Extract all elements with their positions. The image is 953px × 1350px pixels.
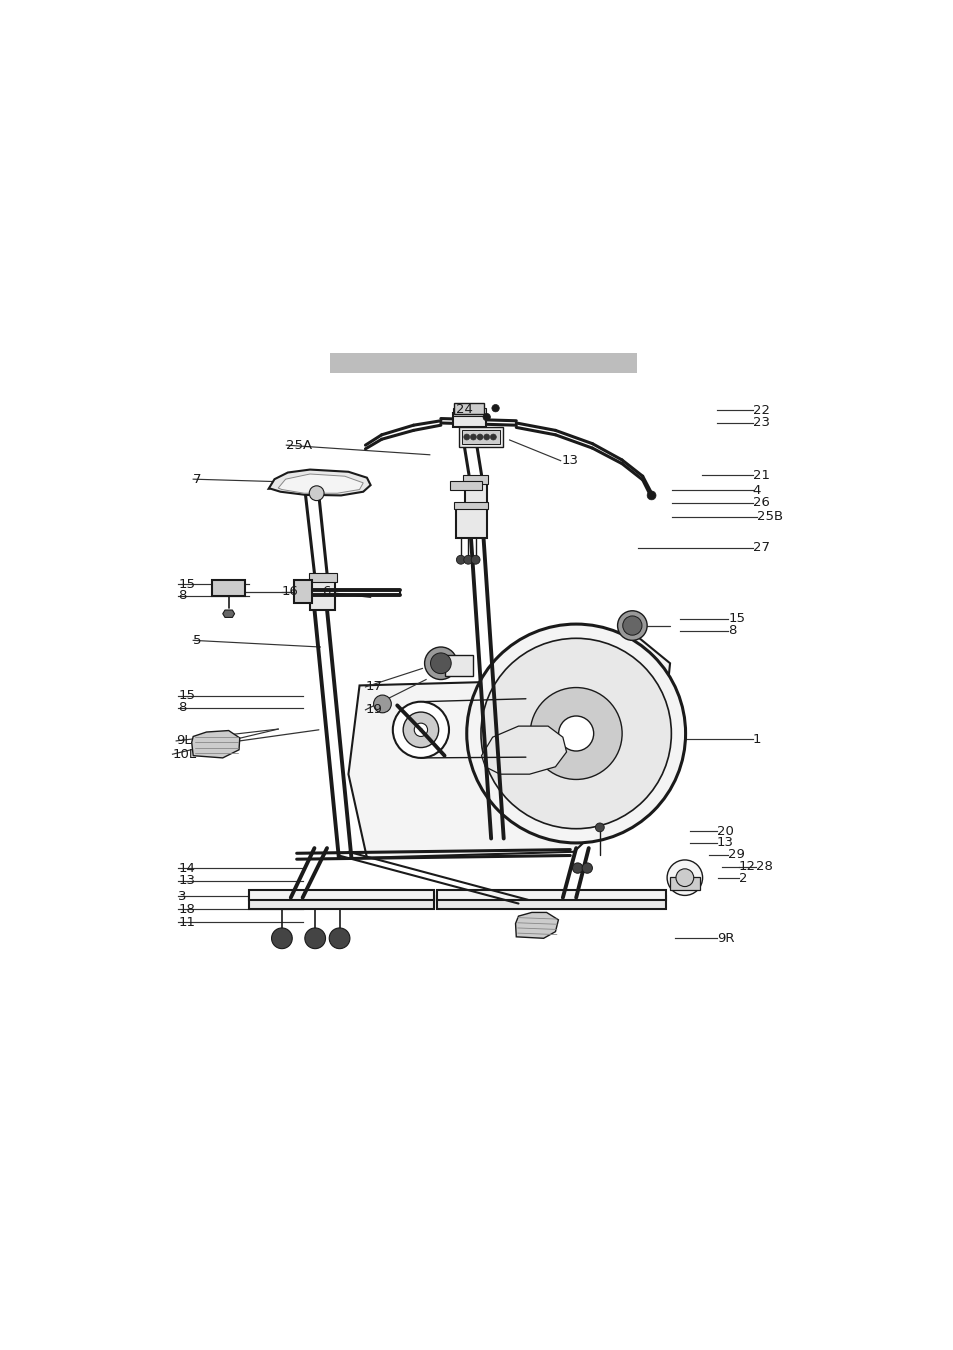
Text: 15: 15	[178, 690, 195, 702]
Circle shape	[581, 863, 592, 873]
Text: 9L: 9L	[176, 734, 192, 748]
Bar	[294, 580, 312, 602]
Circle shape	[482, 413, 490, 421]
Bar	[330, 352, 636, 373]
Text: 9R: 9R	[716, 931, 734, 945]
Bar	[458, 428, 502, 447]
Text: 13: 13	[178, 875, 195, 887]
Circle shape	[530, 687, 621, 779]
Text: 7: 7	[193, 472, 201, 486]
Bar	[456, 508, 486, 537]
Circle shape	[572, 863, 582, 873]
Circle shape	[483, 435, 489, 440]
Text: 8: 8	[178, 590, 187, 602]
Circle shape	[490, 435, 496, 440]
Circle shape	[476, 435, 482, 440]
Polygon shape	[515, 913, 558, 938]
Circle shape	[374, 695, 391, 713]
Text: 27: 27	[752, 541, 769, 555]
Text: 2: 2	[738, 872, 746, 884]
Polygon shape	[269, 470, 370, 495]
Text: 8: 8	[178, 701, 187, 714]
Bar	[436, 896, 665, 910]
Bar	[310, 580, 335, 610]
Text: 13: 13	[560, 454, 578, 467]
Text: 28: 28	[755, 860, 772, 873]
Bar	[669, 878, 699, 890]
Bar	[464, 482, 486, 510]
Bar	[454, 502, 488, 509]
Bar	[308, 572, 336, 582]
Text: 29: 29	[728, 848, 744, 861]
Bar	[462, 475, 488, 483]
Circle shape	[558, 716, 593, 751]
Text: 12: 12	[738, 860, 755, 873]
Bar	[453, 413, 485, 427]
Bar	[213, 579, 245, 595]
Text: 4: 4	[752, 483, 760, 497]
Bar	[461, 431, 499, 444]
Circle shape	[424, 647, 456, 679]
Bar	[444, 655, 472, 676]
Polygon shape	[192, 730, 239, 757]
Polygon shape	[278, 474, 363, 493]
Polygon shape	[481, 726, 566, 774]
Circle shape	[492, 405, 498, 412]
Circle shape	[403, 711, 438, 748]
Polygon shape	[348, 630, 669, 857]
Text: 15: 15	[728, 613, 744, 625]
Text: 22: 22	[752, 404, 769, 417]
Circle shape	[617, 610, 646, 640]
Text: 16: 16	[282, 585, 298, 598]
Text: 24: 24	[456, 404, 473, 416]
Circle shape	[430, 653, 451, 674]
Text: 11: 11	[178, 915, 195, 929]
Bar	[453, 408, 485, 416]
Circle shape	[595, 824, 603, 832]
Bar	[450, 481, 481, 490]
Text: 15: 15	[178, 578, 195, 591]
Circle shape	[463, 435, 469, 440]
Circle shape	[329, 927, 350, 949]
Text: 26: 26	[752, 497, 769, 509]
Circle shape	[646, 491, 656, 500]
Text: 14: 14	[178, 861, 195, 875]
Bar	[454, 404, 483, 414]
Circle shape	[463, 555, 472, 564]
Text: 20: 20	[716, 825, 733, 837]
Circle shape	[466, 624, 685, 842]
Circle shape	[622, 616, 641, 634]
Text: 18: 18	[178, 903, 195, 915]
Text: 21: 21	[752, 468, 769, 482]
Text: 3: 3	[178, 890, 187, 903]
Text: 13: 13	[716, 837, 733, 849]
Circle shape	[666, 860, 701, 895]
Circle shape	[414, 724, 427, 737]
Bar	[436, 890, 665, 900]
Text: 6: 6	[322, 585, 331, 598]
Text: 23: 23	[752, 417, 769, 429]
Circle shape	[456, 555, 465, 564]
Text: 1: 1	[752, 733, 760, 747]
Circle shape	[676, 869, 693, 887]
Polygon shape	[222, 610, 234, 617]
Text: 8: 8	[728, 624, 736, 637]
Text: 10L: 10L	[172, 748, 196, 760]
Text: 25B: 25B	[756, 510, 781, 524]
Text: 19: 19	[365, 703, 382, 717]
Circle shape	[470, 435, 476, 440]
Circle shape	[480, 639, 671, 829]
Circle shape	[305, 927, 325, 949]
Circle shape	[272, 927, 292, 949]
Circle shape	[309, 486, 324, 501]
Circle shape	[471, 555, 479, 564]
Bar	[249, 896, 434, 910]
Circle shape	[393, 702, 449, 757]
Text: 5: 5	[193, 634, 201, 647]
Bar	[249, 890, 434, 900]
Text: 25A: 25A	[286, 439, 313, 452]
Text: 17: 17	[365, 680, 382, 694]
